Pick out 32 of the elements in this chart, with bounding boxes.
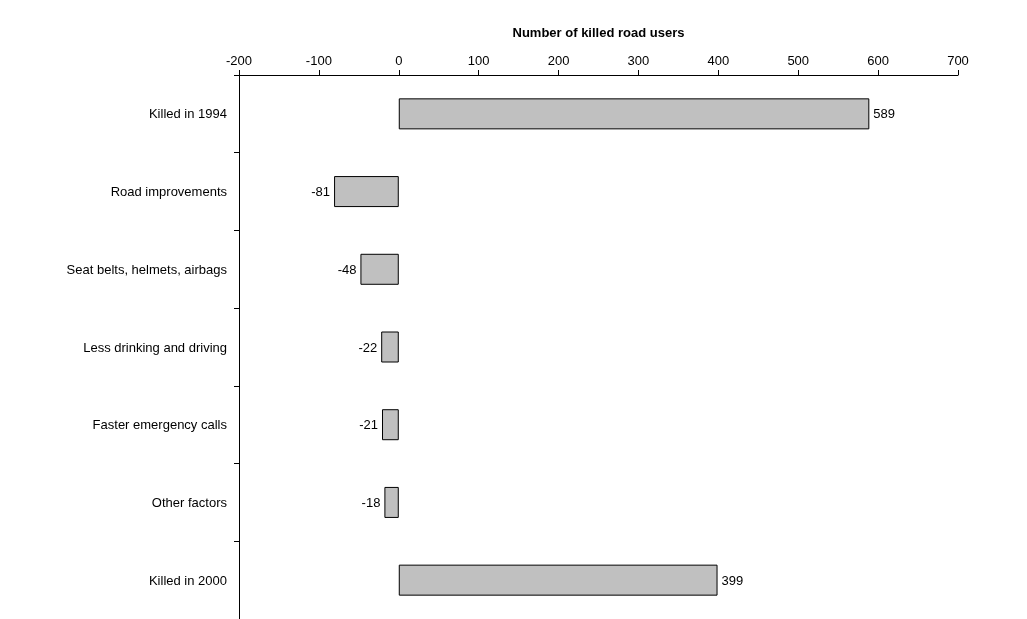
bar	[382, 409, 399, 441]
data-label: 399	[721, 572, 744, 588]
data-label: 589	[873, 106, 896, 122]
bar	[384, 486, 399, 518]
bar	[398, 564, 718, 596]
data-label: -18	[361, 494, 381, 510]
bar	[381, 331, 399, 363]
x-tick-label: 100	[467, 53, 490, 68]
x-tick-label: -100	[305, 53, 332, 68]
y-tick-label: Seat belts, helmets, airbags	[66, 261, 228, 277]
x-axis-title: Number of killed road users	[512, 25, 685, 40]
bar	[398, 98, 870, 130]
y-tick-label: Other factors	[151, 494, 228, 510]
y-tick-label: Faster emergency calls	[92, 417, 228, 433]
x-tick-label: -200	[225, 53, 253, 68]
x-tick-label: 400	[707, 53, 730, 68]
y-tick-label: Road improvements	[110, 184, 228, 200]
x-tick-label: 0	[395, 53, 403, 68]
bar	[360, 253, 399, 285]
y-tick-label: Less drinking and driving	[83, 339, 227, 355]
y-tick-label: Killed in 1994	[148, 106, 227, 122]
data-label: -81	[311, 184, 331, 200]
bar	[334, 176, 399, 208]
x-tick-label: 200	[547, 53, 570, 68]
x-tick-label: 300	[627, 53, 650, 68]
data-label: -21	[359, 417, 378, 433]
data-label: -48	[337, 261, 357, 277]
x-tick-label: 700	[947, 53, 969, 68]
x-tick-label: 500	[787, 53, 810, 68]
x-tick-label: 600	[867, 53, 889, 68]
data-label: -22	[358, 339, 378, 355]
y-tick-label: Killed in 2000	[148, 572, 227, 588]
